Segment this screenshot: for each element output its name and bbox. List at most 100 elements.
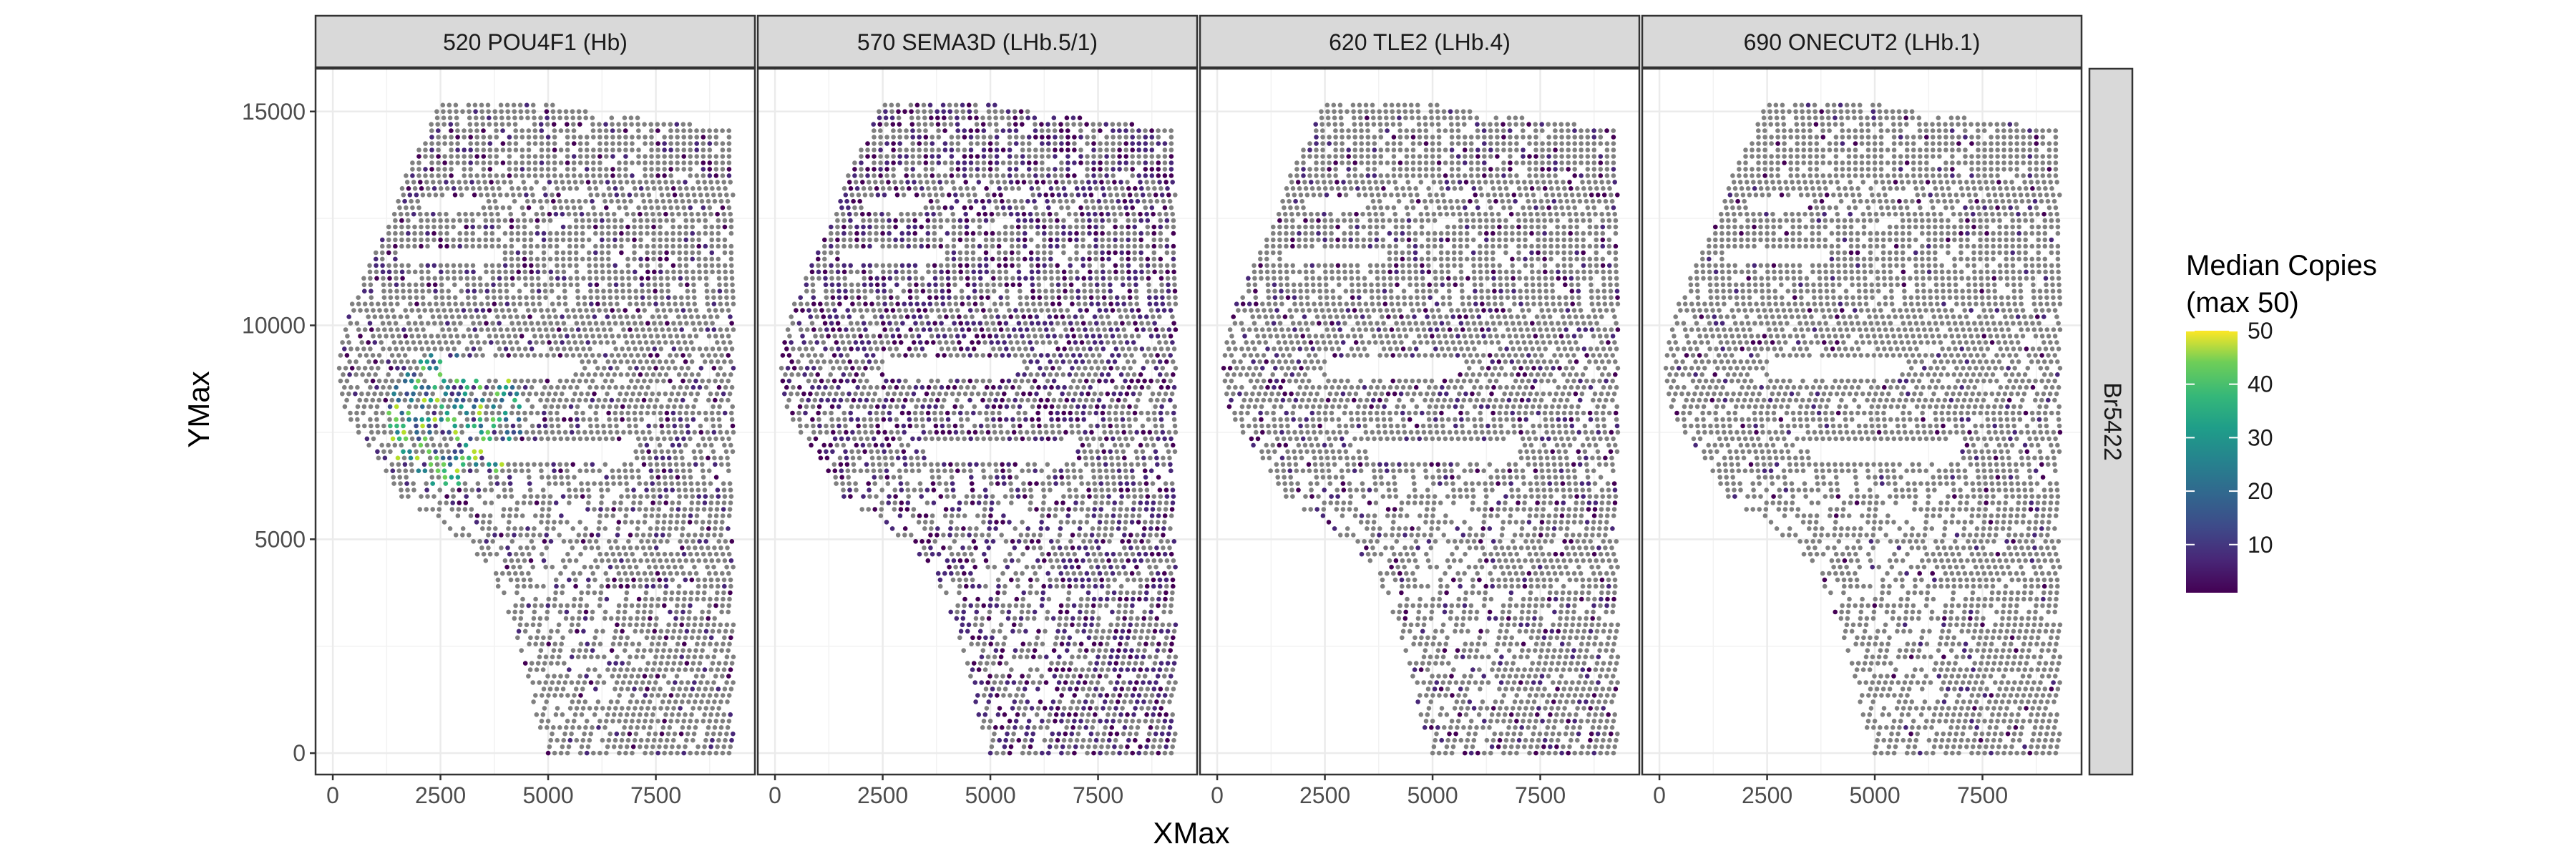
tissue-point (566, 744, 572, 749)
tissue-point (949, 520, 954, 525)
tissue-point (540, 641, 545, 646)
tissue-point (596, 353, 602, 358)
tissue-point (1138, 558, 1143, 563)
tissue-point (1068, 558, 1073, 563)
tissue-point (1028, 507, 1033, 512)
tissue-point (509, 237, 514, 243)
tissue-point (713, 334, 718, 339)
tissue-point (500, 160, 506, 165)
tissue-point (1131, 590, 1136, 596)
tissue-point (645, 629, 650, 634)
tissue-point (1135, 725, 1141, 730)
tissue-point (513, 141, 519, 146)
tissue-point (469, 340, 474, 345)
tissue-point (892, 487, 897, 492)
tissue-point (604, 719, 609, 724)
tissue-point (721, 667, 727, 672)
tissue-point (1142, 609, 1147, 615)
tissue-point (582, 533, 588, 538)
tissue-point (1118, 583, 1124, 589)
tissue-point (1156, 693, 1161, 698)
tissue-point (1162, 551, 1168, 557)
tissue-point (1148, 545, 1153, 550)
tissue-point (720, 128, 725, 133)
tissue-point (572, 314, 577, 319)
tissue-point (608, 423, 613, 429)
tissue-point (452, 423, 457, 429)
tissue-point (981, 719, 987, 724)
tissue-point (441, 115, 447, 120)
tissue-point (967, 533, 972, 538)
tissue-point (419, 230, 424, 236)
tissue-point (1137, 590, 1143, 596)
tissue-point (571, 128, 577, 133)
tissue-point (895, 533, 901, 538)
tissue-point (591, 750, 596, 756)
tissue-point (411, 340, 416, 345)
tissue-point (574, 269, 580, 275)
tissue-point (415, 198, 420, 204)
tissue-point (440, 102, 446, 108)
tissue-point (696, 500, 701, 505)
tissue-point (389, 353, 395, 358)
tissue-point (700, 648, 705, 653)
tissue-point (1126, 494, 1131, 499)
tissue-point (1157, 590, 1162, 596)
tissue-point (1057, 622, 1062, 628)
tissue-point (688, 436, 693, 442)
tissue-point (950, 487, 956, 492)
tissue-point (439, 346, 444, 351)
tissue-point (638, 180, 643, 185)
tissue-point (658, 417, 664, 422)
tissue-point (704, 731, 710, 737)
tissue-point (942, 571, 947, 576)
tissue-point (667, 198, 673, 204)
tissue-point (590, 308, 595, 313)
tissue-point (973, 699, 978, 704)
tissue-point (457, 211, 462, 217)
tissue-point (1138, 500, 1143, 505)
tissue-point (487, 468, 492, 473)
tissue-point (728, 180, 733, 185)
tissue-point (675, 160, 680, 165)
tissue-point (1045, 609, 1050, 615)
tissue-point (604, 551, 609, 557)
tissue-point (481, 160, 487, 165)
tissue-point (706, 533, 711, 538)
tissue-point (1113, 706, 1118, 711)
tissue-point (465, 282, 470, 288)
tissue-point (696, 635, 701, 641)
tissue-point (715, 487, 721, 492)
tissue-point (602, 654, 607, 659)
tissue-point (1143, 596, 1148, 602)
tissue-point (643, 135, 648, 140)
tissue-point (1002, 558, 1008, 563)
tissue-point (670, 186, 676, 191)
tissue-point (624, 712, 630, 717)
tissue-point (1077, 616, 1082, 621)
tissue-point (650, 340, 655, 345)
tissue-point (548, 269, 554, 275)
tissue-point (986, 616, 992, 621)
tissue-point (663, 211, 668, 217)
tissue-point (701, 135, 706, 140)
tissue-point (613, 224, 618, 230)
tissue-point (526, 141, 532, 146)
tissue-point (1055, 706, 1060, 711)
tissue-point (505, 109, 510, 115)
tissue-point (414, 430, 419, 435)
tissue-point (668, 475, 674, 480)
tissue-point (1173, 622, 1179, 628)
tissue-point (600, 224, 605, 230)
tissue-point (1161, 699, 1166, 704)
tissue-point (647, 455, 653, 461)
tissue-point (1100, 494, 1105, 499)
tissue-point (1156, 750, 1161, 756)
tissue-point (619, 218, 624, 223)
tissue-point (1107, 661, 1113, 666)
tissue-point (1091, 674, 1096, 679)
tissue-point (694, 128, 699, 133)
tissue-point (610, 674, 615, 679)
tissue-point (658, 256, 663, 262)
tissue-point (543, 430, 549, 435)
